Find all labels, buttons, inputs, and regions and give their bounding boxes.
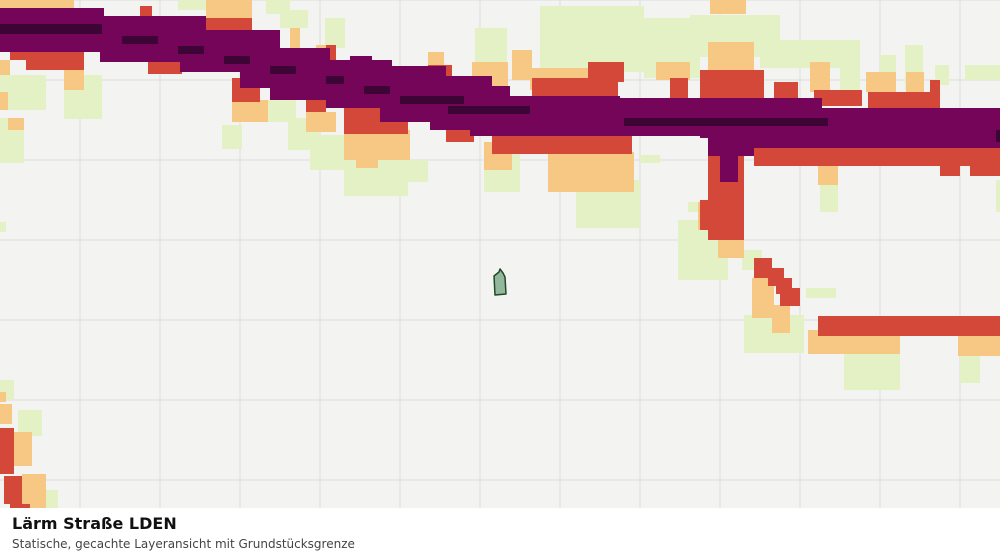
parcel-boundary[interactable] (493, 268, 507, 296)
noise-level-5-zones (0, 24, 1000, 142)
noise-map-canvas (0, 0, 1000, 508)
noise-map[interactable] (0, 0, 1000, 508)
layer-title: Lärm Straße LDEN (12, 514, 177, 533)
layer-caption: Lärm Straße LDEN Statische, gecachte Lay… (0, 508, 1000, 560)
layer-subtitle: Statische, gecachte Layeransicht mit Gru… (12, 537, 355, 551)
